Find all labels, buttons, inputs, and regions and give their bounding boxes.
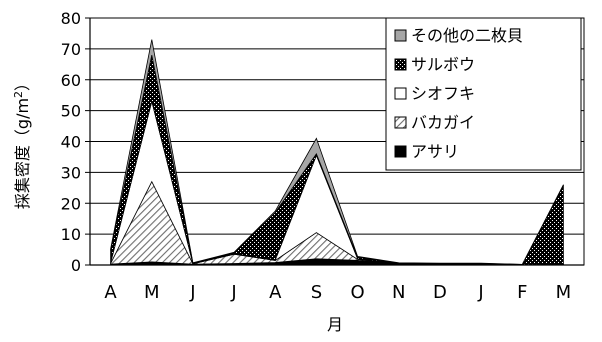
axis-layer: 0 10 20 30 40 50 60 70 80 A M J J A S O N D J F M	[61, 9, 584, 303]
legend-label: その他の二枚貝	[411, 26, 523, 45]
legend-label: シオフキ	[411, 84, 475, 103]
y-tick-label: 40	[61, 133, 81, 152]
legend-label: サルボウ	[411, 55, 475, 74]
legend-swatch	[394, 58, 407, 71]
x-tick-label: D	[433, 282, 447, 303]
legend-swatch	[394, 29, 407, 42]
x-axis-title: 月	[327, 315, 343, 334]
y-tick-label: 50	[61, 102, 81, 121]
y-axis-title-main: 採集密度（g/m	[13, 98, 32, 209]
legend-swatch	[394, 145, 407, 158]
legend-swatch	[394, 116, 407, 129]
y-axis-title-close: ）	[13, 75, 32, 91]
x-tick-label: F	[517, 282, 527, 303]
x-tick-label: J	[189, 282, 195, 303]
y-tick-label: 0	[71, 256, 81, 275]
y-tick-label: 30	[61, 163, 81, 182]
x-tick-label: J	[477, 282, 483, 303]
x-tick-label: N	[392, 282, 405, 303]
y-tick-label: 80	[61, 9, 81, 28]
x-tick-label: M	[556, 282, 572, 303]
legend-label: バカガイ	[411, 113, 475, 132]
area-series	[110, 39, 564, 265]
x-tick-label: A	[269, 282, 282, 303]
y-axis-title-sup: 2	[12, 91, 25, 98]
x-tick-label: A	[104, 282, 117, 303]
y-tick-label: 20	[61, 194, 81, 213]
x-tick-label: M	[144, 282, 160, 303]
y-tick-label: 70	[61, 40, 81, 59]
legend-label: アサリ	[411, 142, 459, 161]
y-tick-label: 60	[61, 71, 81, 90]
legend-swatch	[394, 87, 407, 100]
x-tick-label: S	[311, 282, 322, 303]
x-tick-label: O	[350, 282, 364, 303]
legend-box	[385, 17, 582, 171]
y-axis-title: 採集密度（g/m2）	[12, 75, 32, 209]
y-tick-label: 10	[61, 225, 81, 244]
x-tick-label: J	[230, 282, 236, 303]
